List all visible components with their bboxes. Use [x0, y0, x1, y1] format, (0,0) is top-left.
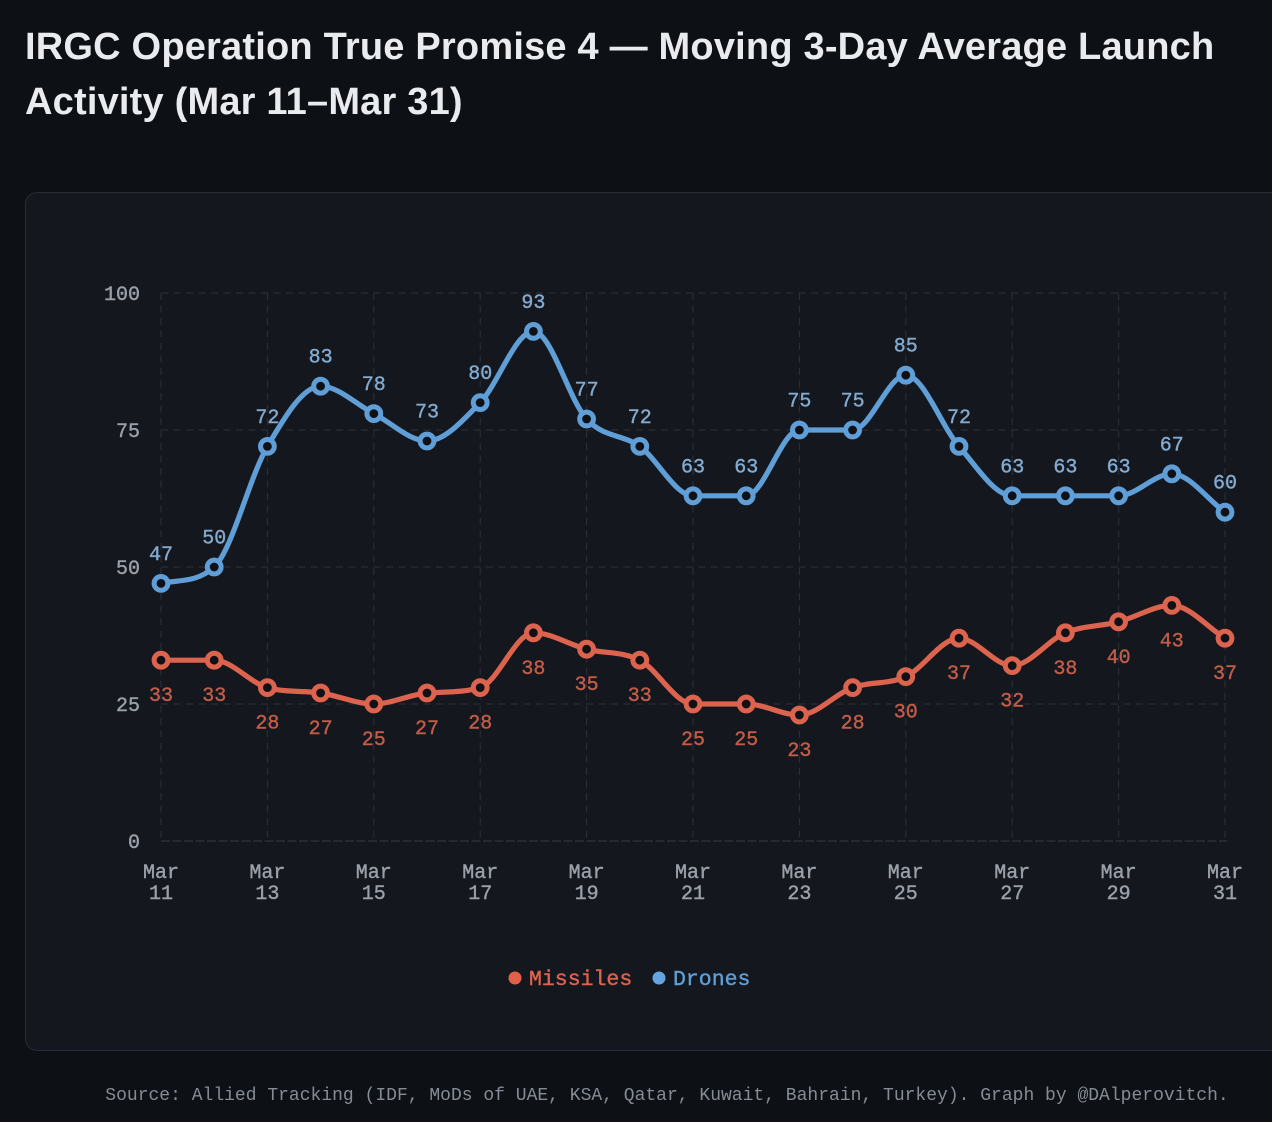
svg-text:25: 25 [362, 729, 386, 752]
svg-text:25: 25 [681, 729, 705, 752]
svg-text:25: 25 [734, 729, 758, 752]
svg-text:11: 11 [149, 883, 173, 906]
svg-text:75: 75 [841, 391, 865, 414]
svg-text:Mar: Mar [675, 862, 711, 885]
svg-text:75: 75 [116, 421, 140, 444]
svg-text:50: 50 [202, 528, 226, 551]
svg-text:63: 63 [734, 456, 758, 479]
svg-text:83: 83 [309, 347, 333, 370]
svg-text:Mar: Mar [781, 862, 817, 885]
svg-text:33: 33 [202, 685, 226, 708]
svg-text:Mar: Mar [143, 862, 179, 885]
svg-text:28: 28 [255, 713, 279, 736]
svg-text:38: 38 [521, 658, 545, 681]
svg-text:32: 32 [1000, 691, 1024, 714]
svg-text:25: 25 [894, 883, 918, 906]
svg-text:13: 13 [255, 883, 279, 906]
svg-text:31: 31 [1213, 883, 1237, 906]
svg-text:0: 0 [128, 832, 140, 855]
svg-text:27: 27 [415, 718, 439, 741]
svg-text:Mar: Mar [1207, 862, 1243, 885]
svg-text:33: 33 [628, 685, 652, 708]
svg-text:25: 25 [116, 695, 140, 718]
svg-text:40: 40 [1107, 647, 1131, 670]
svg-text:28: 28 [841, 713, 865, 736]
svg-text:72: 72 [947, 407, 971, 430]
svg-text:93: 93 [521, 292, 545, 315]
svg-text:Mar: Mar [569, 862, 605, 885]
svg-text:47: 47 [149, 544, 173, 567]
svg-text:30: 30 [894, 702, 918, 725]
svg-text:Drones: Drones [673, 968, 750, 992]
svg-text:21: 21 [681, 883, 705, 906]
svg-text:Mar: Mar [462, 862, 498, 885]
svg-text:17: 17 [468, 883, 492, 906]
svg-text:60: 60 [1213, 473, 1237, 496]
svg-text:78: 78 [362, 374, 386, 397]
svg-text:33: 33 [149, 685, 173, 708]
svg-text:37: 37 [1213, 663, 1237, 686]
svg-text:85: 85 [894, 336, 918, 359]
svg-text:27: 27 [1000, 883, 1024, 906]
svg-text:63: 63 [1053, 456, 1077, 479]
svg-text:77: 77 [575, 380, 599, 403]
svg-text:Missiles: Missiles [529, 968, 632, 992]
svg-text:Mar: Mar [356, 862, 392, 885]
svg-text:Mar: Mar [994, 862, 1030, 885]
svg-text:72: 72 [255, 407, 279, 430]
svg-text:73: 73 [415, 402, 439, 425]
svg-text:Mar: Mar [888, 862, 924, 885]
svg-text:67: 67 [1160, 434, 1184, 457]
svg-text:23: 23 [787, 883, 811, 906]
svg-text:38: 38 [1053, 658, 1077, 681]
svg-text:Mar: Mar [249, 862, 285, 885]
svg-text:72: 72 [628, 407, 652, 430]
svg-text:23: 23 [787, 740, 811, 763]
svg-text:75: 75 [787, 391, 811, 414]
svg-text:Mar: Mar [1101, 862, 1137, 885]
svg-text:100: 100 [104, 284, 140, 307]
svg-text:19: 19 [575, 883, 599, 906]
svg-text:28: 28 [468, 713, 492, 736]
svg-text:43: 43 [1160, 630, 1184, 653]
svg-text:50: 50 [116, 558, 140, 581]
svg-text:63: 63 [1107, 456, 1131, 479]
svg-text:63: 63 [1000, 456, 1024, 479]
svg-text:37: 37 [947, 663, 971, 686]
svg-text:27: 27 [309, 718, 333, 741]
svg-text:63: 63 [681, 456, 705, 479]
svg-text:15: 15 [362, 883, 386, 906]
svg-text:80: 80 [468, 363, 492, 386]
svg-text:29: 29 [1107, 883, 1131, 906]
svg-text:35: 35 [575, 674, 599, 697]
